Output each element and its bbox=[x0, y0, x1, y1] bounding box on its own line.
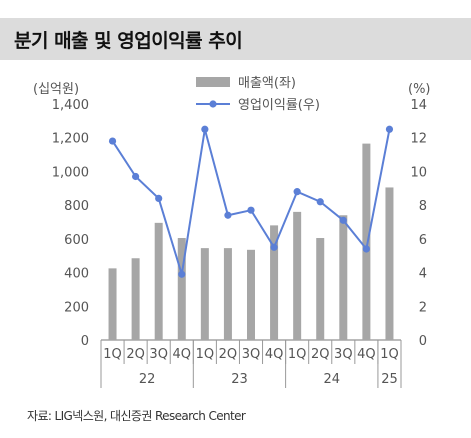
bar bbox=[385, 187, 394, 340]
line-point bbox=[293, 188, 301, 196]
right-tick-label: 10 bbox=[410, 165, 427, 180]
legend-bar-swatch bbox=[196, 77, 230, 87]
line-point bbox=[201, 125, 209, 133]
bar bbox=[200, 248, 209, 340]
bar bbox=[316, 238, 325, 340]
legend-line-marker bbox=[209, 100, 217, 108]
category-label: 1Q bbox=[380, 347, 399, 362]
category-label: 2Q bbox=[311, 347, 330, 362]
left-tick-label: 200 bbox=[64, 300, 89, 315]
year-label: 24 bbox=[323, 372, 340, 387]
category-label: 3Q bbox=[242, 347, 261, 362]
bar bbox=[293, 211, 302, 340]
line-point bbox=[247, 206, 255, 214]
right-tick-label: 8 bbox=[419, 199, 427, 214]
line-point bbox=[132, 172, 140, 181]
title-bar: 분기 매출 및 영업이익률 추이 bbox=[0, 18, 471, 60]
line-point bbox=[178, 270, 186, 278]
category-label: 3Q bbox=[149, 347, 168, 362]
right-tick-label: 12 bbox=[410, 132, 427, 147]
left-tick-label: 400 bbox=[64, 267, 89, 282]
category-label: 1Q bbox=[103, 347, 122, 362]
axes: (십억원) (%)02004006008001,0001,2001,4000246… bbox=[33, 82, 431, 388]
right-axis-unit: (%) bbox=[408, 82, 431, 97]
left-tick-label: 1,200 bbox=[52, 132, 89, 147]
chart: (십억원) (%)02004006008001,0001,2001,4000246… bbox=[33, 76, 431, 388]
year-label: 23 bbox=[231, 372, 248, 387]
line-series bbox=[108, 125, 394, 278]
year-label: 22 bbox=[139, 372, 156, 387]
line-point bbox=[270, 243, 278, 251]
right-tick-label: 4 bbox=[419, 267, 427, 282]
bar bbox=[223, 248, 232, 340]
bar bbox=[339, 215, 348, 340]
line-point bbox=[339, 216, 347, 224]
bar bbox=[131, 258, 140, 340]
right-tick-label: 6 bbox=[419, 233, 427, 248]
left-tick-label: 1,000 bbox=[52, 165, 89, 180]
right-tick-label: 14 bbox=[410, 98, 427, 113]
bar bbox=[270, 225, 279, 340]
left-tick-label: 800 bbox=[64, 199, 89, 214]
bar bbox=[108, 268, 117, 340]
line-point bbox=[316, 198, 324, 206]
category-label: 4Q bbox=[265, 347, 284, 362]
year-label: 25 bbox=[381, 372, 398, 387]
line-point bbox=[362, 245, 370, 253]
left-tick-label: 600 bbox=[64, 233, 89, 248]
line-point bbox=[385, 125, 394, 133]
category-label: 4Q bbox=[357, 347, 376, 362]
left-tick-label: 1,400 bbox=[52, 98, 89, 113]
category-label: 2Q bbox=[219, 347, 238, 362]
line-point bbox=[224, 211, 232, 219]
chart-title: 분기 매출 및 영업이익률 추이 bbox=[14, 30, 243, 52]
category-label: 1Q bbox=[196, 347, 215, 362]
line-point bbox=[155, 194, 163, 202]
left-axis-unit: (십억원) bbox=[33, 82, 79, 97]
category-label: 3Q bbox=[334, 347, 353, 362]
bar bbox=[177, 238, 186, 340]
legend: 매출액(좌) 영업이익률(우) bbox=[196, 76, 320, 113]
bar bbox=[362, 143, 371, 340]
bar bbox=[247, 249, 255, 340]
left-tick-label: 0 bbox=[81, 334, 89, 349]
category-label: 4Q bbox=[173, 347, 192, 362]
category-label: 2Q bbox=[126, 347, 145, 362]
line-point bbox=[108, 137, 117, 145]
right-tick-label: 0 bbox=[419, 334, 427, 349]
right-tick-label: 2 bbox=[419, 300, 427, 315]
legend-label: 영업이익률(우) bbox=[238, 98, 320, 113]
category-label: 1Q bbox=[288, 347, 307, 362]
bar-series bbox=[108, 143, 394, 340]
legend-label: 매출액(좌) bbox=[238, 76, 296, 91]
bar bbox=[154, 222, 163, 340]
source-note: 자료: LIG넥스원, 대신증권 Research Center bbox=[27, 409, 246, 423]
